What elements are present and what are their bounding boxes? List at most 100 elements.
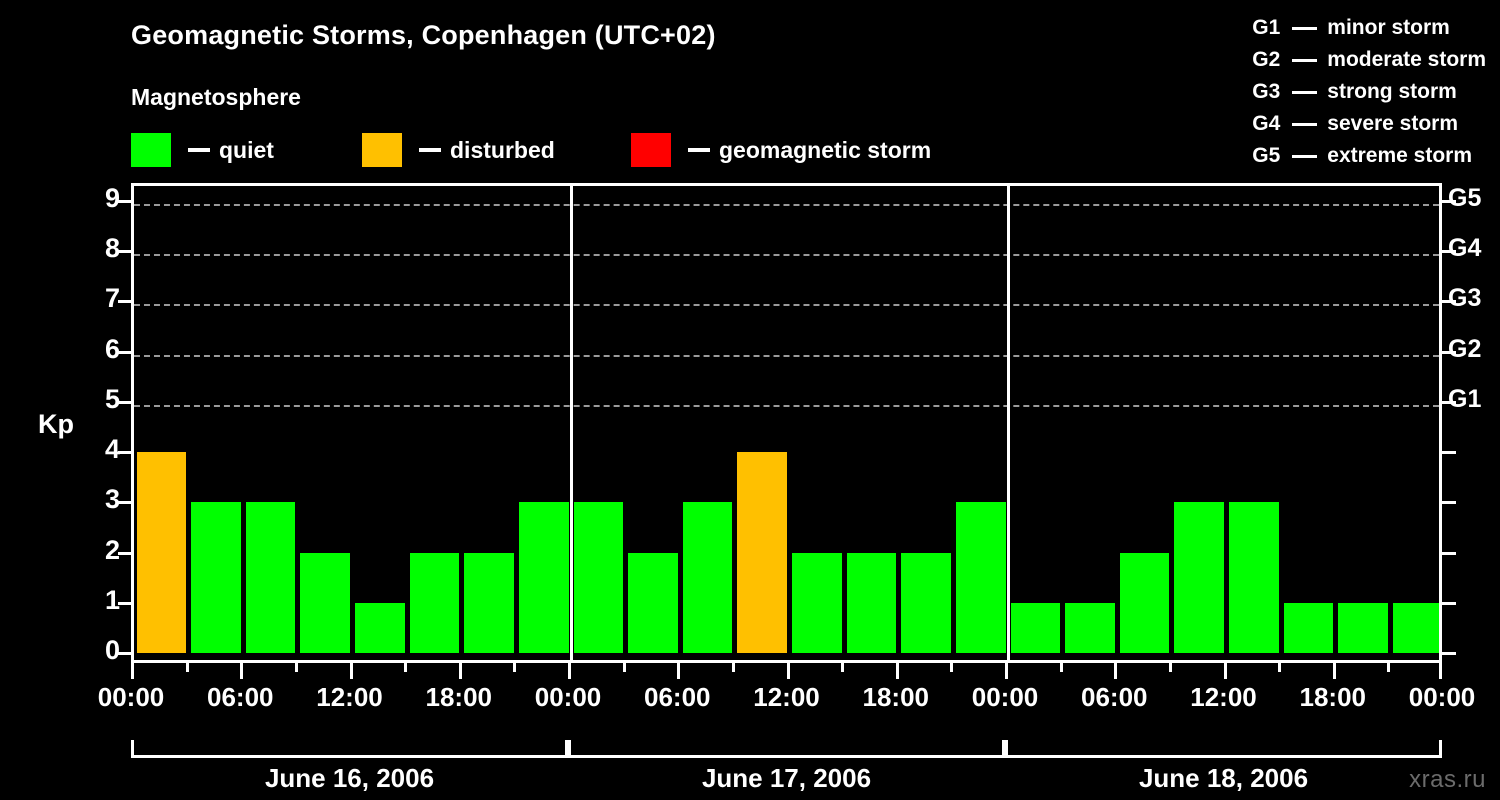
x-tick-minor [1059,663,1063,672]
plot-inner [134,186,1439,660]
x-tick-major [568,663,571,679]
g-scale-legend: G1 minor storm G2 moderate storm G3 strong st… [1252,12,1486,172]
x-axis-label: 06:00 [207,682,274,712]
y-tick-mark [118,400,131,404]
y-tick-mark [118,551,131,555]
chart-subtitle: Magnetosphere [131,84,301,110]
x-tick-major [1439,663,1442,679]
g-axis-tick-mark [1442,451,1456,455]
g-axis-label-g3: G3 [1448,284,1482,313]
bar [464,552,514,653]
bar [409,552,460,653]
x-tick-major [240,663,244,679]
y-tick-label-3: 3 [104,484,120,515]
y-tick-mark [118,601,131,605]
page-title: Geomagnetic Storms, Copenhagen (UTC+02) [131,20,716,50]
g-legend-dash-icon [1292,90,1318,94]
y-tick-label-7: 7 [104,283,120,314]
bar [901,552,951,653]
x-axis-label: 18:00 [862,682,930,712]
legend-entry-geomagnetic-storm: geomagnetic storm [631,131,931,169]
g-axis-tick-mark [1442,350,1456,354]
x-tick-minor [841,663,845,672]
y-tick-label-2: 2 [104,534,120,565]
x-axis-label: 12:00 [1190,682,1257,712]
bar [1338,602,1388,653]
y-tick-label-0: 0 [104,635,120,665]
bar [1065,602,1115,653]
g-legend-code: G5 [1252,144,1281,167]
y-tick-mark [118,652,131,655]
y-axis-labels: 0 1 2 3 4 5 6 7 8 9 [76,183,120,665]
y-tick-label-6: 6 [104,333,120,364]
y-tick-label-9: 9 [104,183,120,213]
x-tick-major [1114,663,1118,679]
date-bracket-label: June 16, 2006 [264,763,435,793]
date-bracket-label: June 17, 2006 [701,763,872,793]
g-axis-label-g1: G1 [1448,384,1482,413]
g-legend-row-g5: G5 extreme storm [1252,140,1486,172]
x-axis-label: 00:00 [534,682,602,712]
g-legend-code: G1 [1252,16,1281,39]
x-axis-label: 06:00 [1081,682,1148,712]
x-axis-labels: 00:00 06:00 12:00 18:00 00:00 06:00 12:00 18:00… [0,684,1500,718]
disturbed-swatch [362,133,402,167]
x-tick-major [1332,663,1336,679]
x-tick-minor [294,663,298,672]
x-axis-label: 00:00 [97,682,165,712]
date-bracket: June 16, 2006 [131,740,568,793]
g-legend-label: moderate storm [1327,48,1486,71]
bar [1174,502,1224,653]
legend-dash-icon [188,148,210,152]
legend-label: geomagnetic storm [719,136,932,163]
g-axis-tick-mark [1442,652,1456,655]
x-tick-minor [404,663,408,672]
x-tick-major [131,663,134,679]
g-axis-tick-mark [1442,400,1456,404]
x-axis-label: 12:00 [753,682,820,712]
gridline-kp-9 [134,204,1439,206]
bar [737,452,787,653]
date-bracket-label: June 18, 2006 [1138,763,1309,793]
x-tick-major [1223,663,1227,679]
bar [628,552,678,653]
g-axis-ticks [1442,183,1456,663]
legend-dash-icon [419,148,441,152]
x-tick-minor [1278,663,1282,672]
legend-label: quiet [219,136,274,163]
quiet-swatch [131,133,171,167]
x-tick-major [677,663,681,679]
x-axis-label: 18:00 [1299,682,1367,712]
legend-dash-icon [688,148,710,152]
g-legend-label: severe storm [1327,112,1459,135]
x-axis-label: 06:00 [644,682,711,712]
bar [1119,552,1170,653]
g-axis-tick-mark [1442,501,1456,505]
x-tick-major [1005,663,1008,679]
gridline-kp-5 [134,404,1439,407]
g-legend-label: strong storm [1327,80,1457,103]
g-legend-row-g4: G4 severe storm [1252,108,1486,140]
g-legend-row-g1: G1 minor storm [1252,12,1486,44]
bar [1010,602,1061,653]
y-tick-label-5: 5 [104,383,120,414]
g-axis-tick-mark [1442,551,1456,555]
x-axis-label: 12:00 [316,682,383,712]
date-bracket: June 18, 2006 [1005,740,1442,793]
bar [792,552,842,653]
g-legend-code: G2 [1252,48,1281,71]
bar [136,452,187,653]
x-axis-label: 00:00 [971,682,1039,712]
g-axis-tick-mark [1442,200,1456,203]
g-legend-row-g2: G2 moderate storm [1252,44,1486,76]
x-axis-label: 00:00 [1408,682,1476,712]
g-axis-tick-mark [1442,601,1456,605]
watermark: xras.ru [1409,766,1486,793]
g-legend-label: extreme storm [1327,144,1473,167]
g-legend-dash-icon [1292,26,1318,30]
x-tick-major [786,663,790,679]
x-tick-minor [622,663,626,672]
bar [191,502,241,653]
bar [1283,602,1334,653]
y-tick-mark [118,250,131,254]
